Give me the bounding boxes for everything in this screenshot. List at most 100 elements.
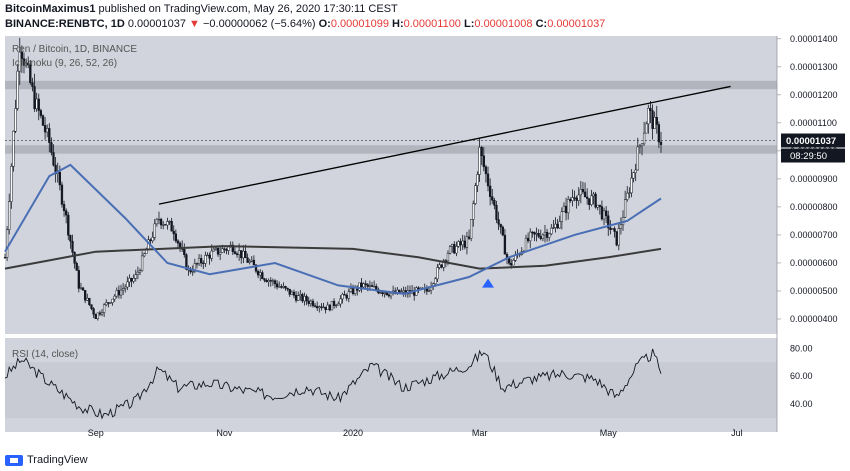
- candle-body[interactable]: [178, 242, 182, 248]
- candle-body[interactable]: [501, 226, 504, 236]
- candle-body[interactable]: [143, 253, 146, 257]
- candle-body[interactable]: [273, 280, 277, 285]
- candle-body[interactable]: [244, 250, 247, 258]
- candle-body[interactable]: [320, 306, 323, 308]
- candle-body[interactable]: [185, 254, 188, 270]
- candle-body[interactable]: [630, 177, 633, 194]
- candle-body[interactable]: [607, 215, 610, 229]
- candle-body[interactable]: [75, 263, 78, 271]
- candle-body[interactable]: [8, 201, 11, 230]
- candle-body[interactable]: [210, 250, 213, 259]
- candle-body[interactable]: [493, 200, 496, 206]
- candle-body[interactable]: [623, 199, 627, 218]
- candle-body[interactable]: [541, 234, 545, 239]
- candle-body[interactable]: [545, 231, 549, 238]
- candle-body[interactable]: [337, 303, 340, 306]
- candle-body[interactable]: [254, 264, 258, 272]
- candle-body[interactable]: [24, 62, 28, 66]
- candle-body[interactable]: [98, 312, 102, 315]
- candle-body[interactable]: [567, 199, 570, 214]
- candle-body[interactable]: [332, 300, 336, 306]
- candle-body[interactable]: [195, 263, 199, 265]
- candle-body[interactable]: [653, 117, 656, 129]
- candle-body[interactable]: [73, 251, 76, 264]
- candle-body[interactable]: [379, 292, 382, 294]
- candle-body[interactable]: [598, 204, 601, 207]
- candle-body[interactable]: [385, 292, 388, 296]
- candle-body[interactable]: [27, 62, 30, 66]
- candle-body[interactable]: [235, 253, 239, 255]
- candle-body[interactable]: [548, 233, 551, 238]
- candle-body[interactable]: [305, 296, 308, 302]
- candle-body[interactable]: [267, 280, 270, 283]
- candle-body[interactable]: [307, 300, 310, 304]
- candle-body[interactable]: [138, 270, 142, 273]
- candle-body[interactable]: [176, 240, 180, 244]
- author-name[interactable]: BitcoinMaximus1: [5, 3, 96, 15]
- candle-body[interactable]: [556, 223, 559, 229]
- candle-body[interactable]: [604, 210, 608, 217]
- candle-body[interactable]: [335, 304, 338, 307]
- candle-body[interactable]: [552, 227, 555, 229]
- candle-body[interactable]: [341, 294, 344, 300]
- candle-body[interactable]: [524, 237, 528, 252]
- candle-body[interactable]: [5, 229, 9, 258]
- candle-body[interactable]: [67, 214, 70, 236]
- candle-body[interactable]: [537, 233, 540, 237]
- candle-body[interactable]: [290, 291, 294, 295]
- candle-body[interactable]: [326, 304, 329, 311]
- candle-body[interactable]: [590, 195, 593, 205]
- candle-body[interactable]: [124, 286, 127, 289]
- candle-body[interactable]: [50, 142, 53, 153]
- candle-body[interactable]: [364, 283, 367, 285]
- candle-body[interactable]: [20, 51, 24, 59]
- candle-body[interactable]: [554, 223, 557, 228]
- candle-body[interactable]: [636, 146, 639, 171]
- candle-body[interactable]: [216, 247, 220, 255]
- candle-body[interactable]: [651, 110, 654, 129]
- candle-body[interactable]: [495, 205, 498, 220]
- candle-body[interactable]: [168, 220, 171, 223]
- candle-body[interactable]: [343, 294, 346, 296]
- candle-body[interactable]: [328, 304, 331, 311]
- candle-body[interactable]: [389, 292, 393, 297]
- candle-body[interactable]: [92, 308, 95, 315]
- candle-body[interactable]: [645, 123, 648, 134]
- candle-body[interactable]: [65, 210, 68, 216]
- candle-body[interactable]: [453, 244, 456, 254]
- candle-body[interactable]: [134, 274, 137, 279]
- candle-body[interactable]: [231, 244, 234, 252]
- candle-body[interactable]: [170, 220, 173, 232]
- candle-body[interactable]: [162, 224, 165, 226]
- candle-body[interactable]: [155, 219, 159, 225]
- candle-body[interactable]: [619, 224, 623, 229]
- candle-body[interactable]: [465, 236, 469, 248]
- candle-body[interactable]: [577, 194, 580, 201]
- candle-body[interactable]: [250, 259, 253, 262]
- candle-body[interactable]: [136, 271, 140, 275]
- footer-brand[interactable]: TradingView: [5, 454, 88, 466]
- candle-body[interactable]: [303, 296, 306, 302]
- candle-body[interactable]: [86, 297, 89, 301]
- candle-body[interactable]: [366, 284, 369, 287]
- candle-body[interactable]: [474, 185, 477, 204]
- candle-body[interactable]: [14, 108, 17, 132]
- candle-body[interactable]: [448, 246, 452, 254]
- candle-body[interactable]: [526, 237, 530, 242]
- candle-body[interactable]: [632, 172, 635, 179]
- candle-body[interactable]: [571, 197, 574, 202]
- candle-body[interactable]: [256, 270, 260, 276]
- candle-body[interactable]: [457, 241, 460, 247]
- candle-body[interactable]: [503, 234, 507, 255]
- candle-body[interactable]: [592, 193, 595, 197]
- candle-body[interactable]: [259, 272, 262, 276]
- candle-body[interactable]: [486, 173, 490, 187]
- candle-body[interactable]: [79, 287, 83, 289]
- candle-body[interactable]: [615, 231, 618, 246]
- ascending-trendline[interactable]: [158, 85, 731, 205]
- candle-body[interactable]: [467, 236, 471, 239]
- candle-body[interactable]: [183, 248, 186, 256]
- candle-body[interactable]: [33, 86, 36, 110]
- candle-body[interactable]: [375, 286, 378, 290]
